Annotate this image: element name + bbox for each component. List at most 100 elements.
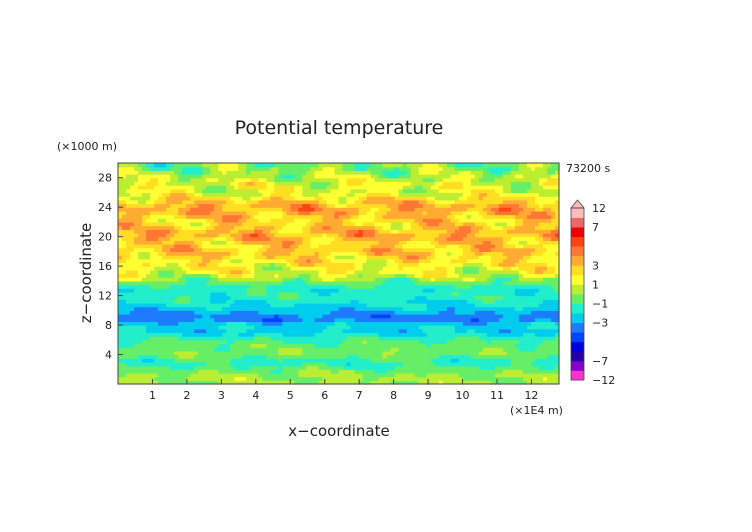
heatmap-cell	[502, 262, 508, 267]
heatmap-cell	[290, 258, 295, 264]
heatmap-cell	[278, 295, 283, 300]
heatmap-cell	[458, 310, 464, 315]
heatmap-cell	[282, 325, 287, 330]
heatmap-cell	[358, 317, 364, 322]
heatmap-cell	[346, 325, 352, 330]
heatmap-cell	[186, 299, 191, 304]
heatmap-cell	[342, 225, 348, 230]
heatmap-cell	[234, 277, 239, 282]
heatmap-cell	[198, 321, 203, 326]
heatmap-cell	[206, 251, 211, 256]
heatmap-cell	[238, 376, 243, 381]
heatmap-cell	[210, 325, 215, 330]
heatmap-cell	[138, 251, 143, 256]
heatmap-cell	[270, 291, 275, 297]
heatmap-cell	[330, 221, 336, 227]
heatmap-cell	[502, 354, 508, 359]
heatmap-cell	[522, 325, 528, 330]
heatmap-cell	[326, 247, 332, 252]
heatmap-cell	[418, 310, 424, 315]
heatmap-cell	[322, 288, 328, 293]
heatmap-cell	[338, 240, 344, 245]
heatmap-cell	[210, 221, 215, 227]
heatmap-cell	[266, 236, 271, 241]
heatmap-cell	[222, 328, 227, 334]
heatmap-cell	[430, 339, 436, 345]
heatmap-cell	[266, 251, 271, 256]
heatmap-cell	[258, 236, 263, 241]
heatmap-cell	[378, 365, 384, 370]
heatmap-cell	[170, 229, 175, 234]
heatmap-cell	[466, 302, 472, 308]
heatmap-cell	[442, 255, 448, 260]
heatmap-cell	[438, 221, 444, 227]
heatmap-cell	[502, 269, 508, 275]
heatmap-cell	[414, 277, 420, 282]
heatmap-cell	[138, 232, 143, 238]
heatmap-cell	[454, 218, 460, 223]
heatmap-cell	[158, 269, 163, 275]
heatmap-cell	[530, 365, 536, 370]
heatmap-cell	[426, 343, 432, 348]
heatmap-cell	[426, 221, 432, 227]
heatmap-cell	[554, 255, 560, 260]
heatmap-cell	[310, 336, 316, 341]
heatmap-cell	[506, 266, 512, 271]
y-unit-label: (×1000 m)	[57, 140, 117, 153]
heatmap-cell	[402, 247, 408, 252]
heatmap-cell	[510, 310, 516, 315]
heatmap-cell	[474, 361, 480, 367]
heatmap-cell	[434, 225, 440, 230]
heatmap-cell	[282, 288, 287, 293]
heatmap-cell	[158, 280, 163, 286]
heatmap-cell	[322, 251, 328, 256]
heatmap-cell	[382, 369, 388, 374]
heatmap-cell	[534, 284, 540, 289]
heatmap-cell	[234, 365, 239, 370]
heatmap-cell	[546, 218, 552, 223]
heatmap-cell	[294, 339, 300, 345]
heatmap-cell	[318, 299, 324, 304]
heatmap-cell	[174, 336, 179, 341]
heatmap-cell	[142, 247, 147, 252]
heatmap-cell	[482, 336, 488, 341]
heatmap-cell	[318, 302, 324, 308]
heatmap-cell	[458, 262, 464, 267]
heatmap-cell	[270, 236, 275, 241]
heatmap-cell	[334, 225, 340, 230]
heatmap-cell	[242, 376, 247, 381]
heatmap-cell	[346, 354, 352, 359]
heatmap-cell	[442, 325, 448, 330]
heatmap-cell	[330, 236, 336, 241]
heatmap-cell	[422, 361, 428, 367]
heatmap-cell	[438, 332, 444, 337]
heatmap-cell	[230, 372, 235, 378]
heatmap-cell	[442, 354, 448, 359]
heatmap-cell	[286, 321, 291, 326]
heatmap-cell	[238, 273, 243, 278]
heatmap-cell	[450, 273, 456, 278]
heatmap-cell	[494, 269, 500, 275]
heatmap-cell	[362, 325, 368, 330]
heatmap-cell	[222, 269, 227, 275]
heatmap-cell	[118, 258, 123, 264]
heatmap-cell	[426, 232, 432, 238]
heatmap-cell	[214, 310, 219, 315]
heatmap-cell	[282, 365, 287, 370]
heatmap-cell	[554, 343, 560, 348]
heatmap-cell	[166, 284, 171, 289]
heatmap-cell	[538, 247, 544, 252]
heatmap-cell	[310, 347, 316, 352]
heatmap-cell	[510, 280, 516, 286]
heatmap-cell	[294, 325, 300, 330]
heatmap-cell	[422, 262, 428, 267]
heatmap-cell	[390, 291, 396, 297]
heatmap-cell	[146, 325, 151, 330]
heatmap-cell	[502, 339, 508, 345]
heatmap-cell	[150, 358, 155, 363]
heatmap-cell	[142, 262, 147, 267]
heatmap-cell	[390, 354, 396, 359]
heatmap-cell	[510, 295, 516, 300]
heatmap-cell	[418, 380, 424, 385]
heatmap-cell	[550, 314, 556, 319]
